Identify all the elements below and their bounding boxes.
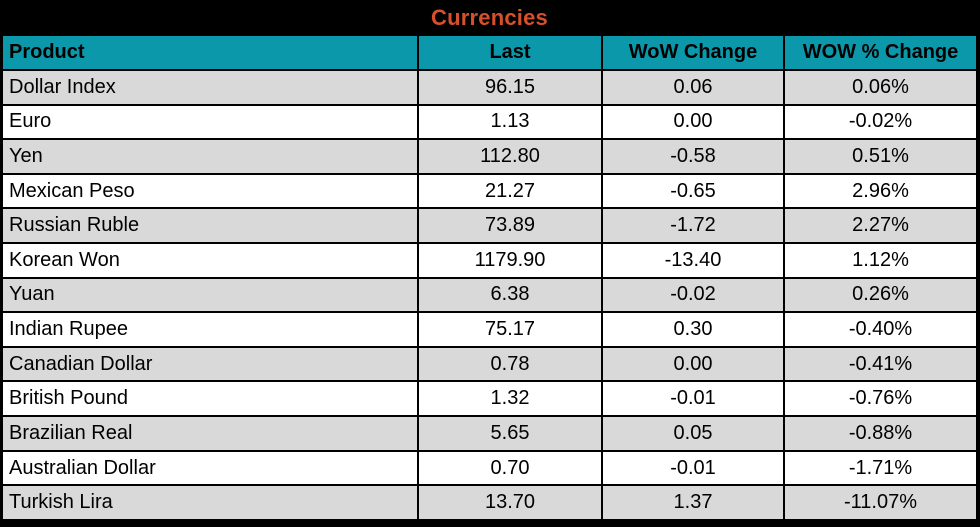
table-row: Russian Ruble 73.89 -1.72 2.27% [3,209,976,245]
product-cell: Yuan [3,278,419,312]
table-row: Brazilian Real 5.65 0.05 -0.88% [3,417,976,452]
wow-change-cell: 0.05 [603,417,785,450]
last-cell: 1.13 [419,105,603,139]
table-row: Yen 112.80 -0.58 0.51% [3,140,976,175]
wow-pct-change-cell: 0.51% [852,145,909,168]
wow-change-cell: 0.00 [603,105,785,139]
table-row: Turkish Lira 13.70 1.37 -11.07% [3,486,976,519]
last-cell: 73.89 [419,209,603,243]
table-row: Yuan 6.38 -0.02 0.26% [3,278,976,314]
wow-change-cell: 0.30 [603,313,785,346]
table-row: Korean Won 1179.90 -13.40 1.12% [3,244,976,279]
wow-pct-change-cell: -0.76% [848,387,913,410]
wow-pct-change-cell: 0.06% [852,75,909,98]
product-cell: Mexican Peso [3,174,419,208]
product-cell: Yen [3,140,419,173]
product-cell: Korean Won [3,244,419,277]
product-cell: Dollar Index [3,71,419,104]
product-cell: Brazilian Real [3,417,419,450]
product-cell: Russian Ruble [3,209,419,243]
wow-change-cell: -1.72 [603,209,785,243]
wow-pct-change-cell: -1.71% [848,456,913,479]
last-cell: 0.70 [419,451,603,485]
table-row: Dollar Index 96.15 0.06 0.06% [3,71,976,106]
wow-pct-change-cell: 2.27% [852,214,909,237]
last-cell: 96.15 [419,71,603,104]
last-cell: 1.32 [419,382,603,416]
table-header-row: Product Last WoW Change WOW % Change [3,36,976,71]
table-row: Indian Rupee 75.17 0.30 -0.40% [3,313,976,348]
product-cell: Turkish Lira [3,486,419,519]
wow-pct-change-cell: -0.88% [848,421,913,444]
last-cell: 13.70 [419,486,603,519]
table-body: Dollar Index 96.15 0.06 0.06% Euro 1.13 … [3,71,976,519]
wow-pct-change-cell: -0.02% [848,110,913,133]
table-row: Euro 1.13 0.00 -0.02% [3,105,976,141]
table-row: Mexican Peso 21.27 -0.65 2.96% [3,174,976,210]
wow-change-cell: -13.40 [603,244,785,277]
last-cell: 1179.90 [419,244,603,277]
wow-pct-change-cell: -11.07% [843,491,917,514]
wow-pct-change-cell: -0.41% [848,352,913,375]
table-row: Australian Dollar 0.70 -0.01 -1.71% [3,451,976,487]
last-cell: 75.17 [419,313,603,346]
column-header-wow-pct-change: WOW % Change [802,41,959,63]
table-row: British Pound 1.32 -0.01 -0.76% [3,382,976,418]
last-cell: 6.38 [419,278,603,312]
wow-pct-change-cell: 2.96% [852,179,909,202]
table-title-bar: Currencies [3,0,976,36]
wow-change-cell: -0.01 [603,382,785,416]
wow-change-cell: 0.00 [603,347,785,381]
wow-pct-change-cell: 1.12% [852,248,909,271]
wow-change-cell: -0.02 [603,278,785,312]
last-cell: 21.27 [419,174,603,208]
product-cell: British Pound [3,382,419,416]
wow-change-cell: -0.65 [603,174,785,208]
wow-change-cell: 0.06 [603,71,785,104]
wow-pct-change-cell: 0.26% [852,283,909,306]
table-title: Currencies [431,5,548,30]
wow-change-cell: 1.37 [603,486,785,519]
table-row: Canadian Dollar 0.78 0.00 -0.41% [3,347,976,383]
product-cell: Euro [3,105,419,139]
column-header-product: Product [3,36,419,69]
product-cell: Australian Dollar [3,451,419,485]
last-cell: 5.65 [419,417,603,450]
column-header-last: Last [419,36,603,69]
column-header-wow-change: WoW Change [603,36,785,69]
last-cell: 112.80 [419,140,603,173]
last-cell: 0.78 [419,347,603,381]
wow-change-cell: -0.58 [603,140,785,173]
product-cell: Indian Rupee [3,313,419,346]
product-cell: Canadian Dollar [3,347,419,381]
wow-pct-change-cell: -0.40% [848,318,913,341]
wow-change-cell: -0.01 [603,451,785,485]
